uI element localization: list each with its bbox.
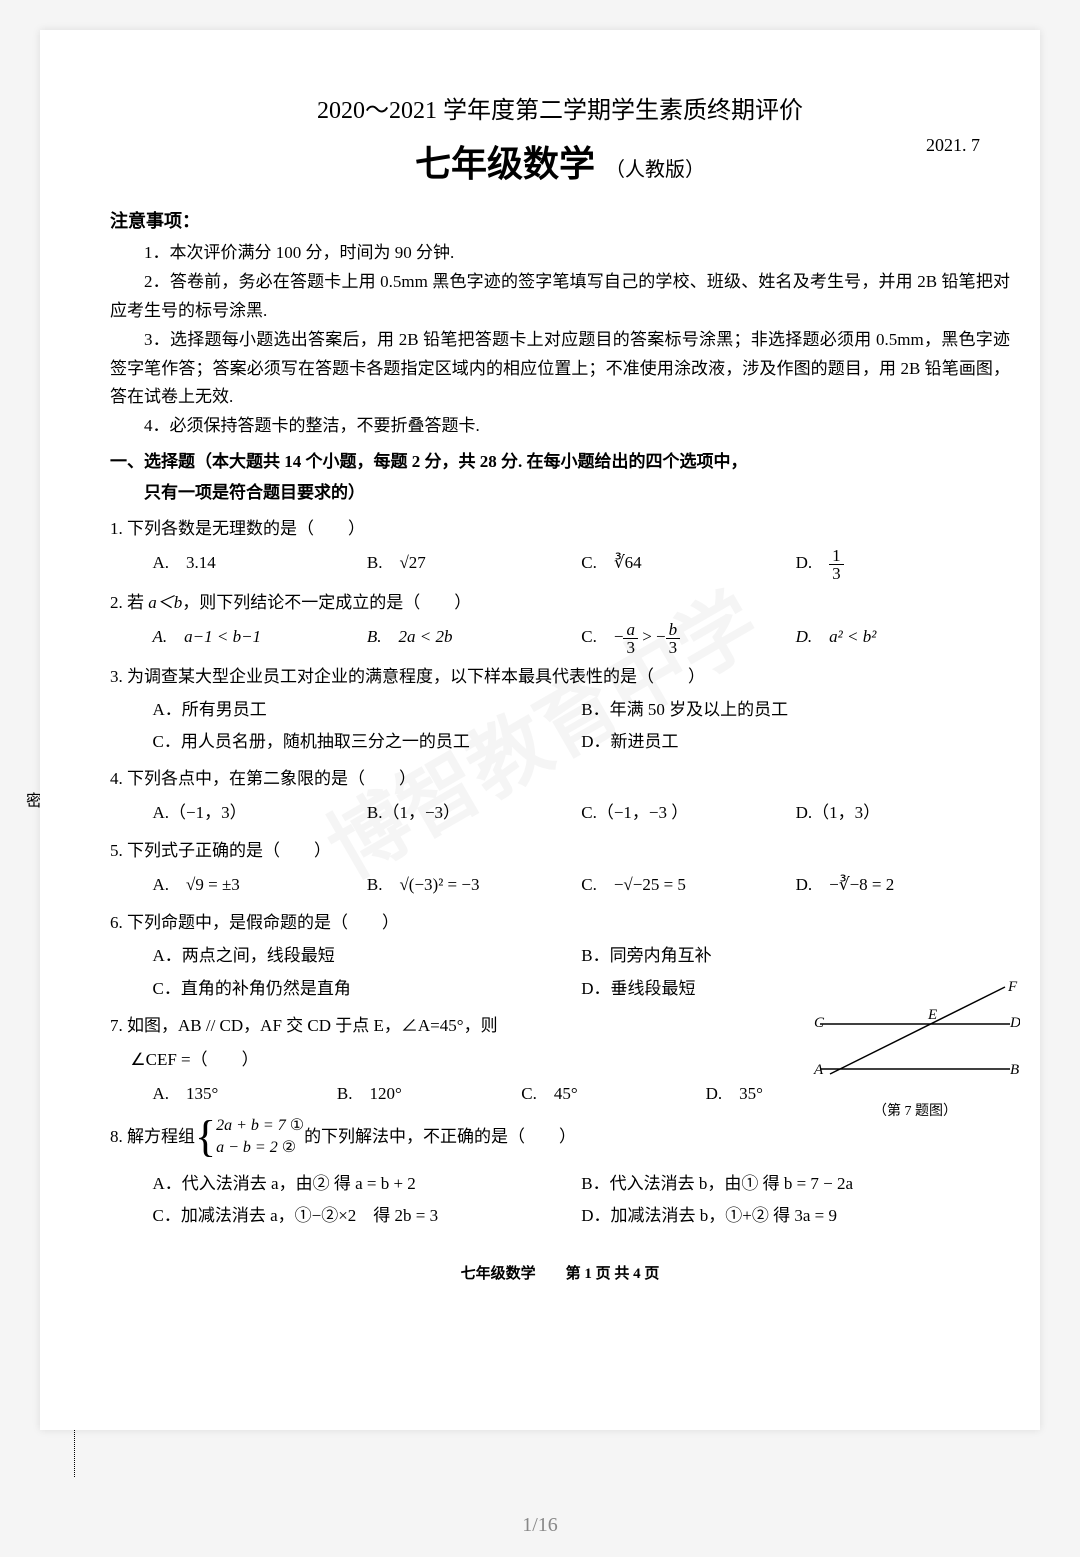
q7-label-D: D	[1009, 1015, 1020, 1031]
q7-diagram-svg: A B C D E F	[810, 979, 1020, 1084]
q7-label-F: F	[1007, 979, 1018, 995]
q7-opt-c: C. 45°	[521, 1077, 705, 1111]
q4-opt-a: A.（−1，3）	[153, 796, 367, 830]
q1-stem: 1. 下列各数是无理数的是（ ）	[110, 512, 1010, 546]
q5-opt-d: D. −∛−8 = 2	[796, 868, 1010, 902]
q3-opt-c: C．用人员名册，随机抽取三分之一的员工	[153, 726, 582, 758]
q1-opt-c-pre: C.	[581, 553, 614, 572]
q4-opt-b: B.（1，−3）	[367, 796, 581, 830]
q8-opt-c: C．加减法消去 a，①−②×2 得 2b = 3	[153, 1200, 582, 1232]
exam-date: 2021. 7	[926, 135, 980, 156]
notice-item-1: 1．本次评价满分 100 分，时间为 90 分钟.	[110, 239, 1010, 268]
section-1-header: 一、选择题（本大题共 14 个小题，每题 2 分，共 28 分. 在每小题给出的…	[110, 447, 1010, 508]
q1-opt-c-math: ∛64	[614, 553, 642, 572]
q7-figure: A B C D E F （第 7 题图）	[810, 979, 1020, 1126]
section-1-sub: 只有一项是符合题目要求的）	[144, 483, 365, 502]
question-2: 2. 若 a＜b，则下列结论不一定成立的是（ ） A. a−1 < b−1 B.…	[110, 586, 1010, 656]
exam-title: 2020～2021 学年度第二学期学生素质终期评价	[110, 90, 1010, 125]
q8-opt-d: D．加减法消去 b，①+② 得 3a = 9	[581, 1200, 1010, 1232]
q2-stem-math: a＜b	[148, 593, 182, 612]
q2-opt-d: D. a² < b²	[796, 620, 1010, 656]
q6-opt-c: C．直角的补角仍然是直角	[153, 973, 582, 1005]
notice-item-3: 3．选择题每小题选出答案后，用 2B 铅笔把答题卡上对应题目的答案标号涂黑；非选…	[110, 326, 1010, 413]
q2-opt-c: C. −a3 > −b3	[581, 620, 795, 656]
q1-opt-d-num: 1	[829, 547, 844, 565]
notice-item-4: 4．必须保持答题卡的整洁，不要折叠答题卡.	[110, 412, 1010, 441]
subject-title: 七年级数学	[415, 135, 595, 187]
q2-c-mid: > −	[638, 627, 666, 646]
q7-label-C: C	[814, 1015, 825, 1031]
q1-opt-b: B. √27	[367, 546, 581, 582]
notice-item-2: 2．答卷前，务必在答题卡上用 0.5mm 黑色字迹的签字笔填写自己的学校、班级、…	[110, 268, 1010, 326]
q8-c2: ②	[282, 1139, 296, 1156]
edition-label: （人教版）	[605, 153, 705, 182]
question-4: 4. 下列各点中，在第二象限的是（ ） A.（−1，3） B.（1，−3） C.…	[110, 762, 1010, 830]
q8-opt-b: B．代入法消去 b，由① 得 b = 7 − 2a	[581, 1168, 1010, 1200]
q2-c-numA: a	[623, 621, 638, 639]
q3-opt-a: A．所有男员工	[153, 694, 582, 726]
q6-opt-b: B．同旁内角互补	[581, 940, 1010, 972]
q2-c-denB: 3	[666, 639, 681, 656]
question-8: 8. 解方程组 { 2a + b = 7 ① a − b = 2 ② 的下列解法…	[110, 1115, 1010, 1232]
q5-opt-a: A. √9 = ±3	[153, 868, 367, 902]
q2-c-numB: b	[666, 621, 681, 639]
q3-opt-b: B．年满 50 岁及以上的员工	[581, 694, 1010, 726]
q2-opt-b: B. 2a < 2b	[367, 620, 581, 656]
q4-opt-d: D.（1，3）	[796, 796, 1010, 830]
question-5: 5. 下列式子正确的是（ ） A. √9 = ±3 B. √(−3)² = −3…	[110, 834, 1010, 902]
q2-c-denA: 3	[623, 639, 638, 656]
q2-stem-pre: 2. 若	[110, 593, 148, 612]
q7-opt-b: B. 120°	[337, 1077, 521, 1111]
q4-stem: 4. 下列各点中，在第二象限的是（ ）	[110, 762, 1010, 796]
q2-opt-a: A. a−1 < b−1	[153, 620, 367, 656]
q7-label-A: A	[813, 1062, 824, 1078]
subtitle-row: 七年级数学 （人教版） 2021. 7	[110, 135, 1010, 187]
section-1-text: 一、选择题（本大题共 14 个小题，每题 2 分，共 28 分. 在每小题给出的…	[110, 452, 748, 471]
page-footer: 七年级数学 第 1 页 共 4 页	[110, 1262, 1010, 1283]
q5-opt-c: C. −√−25 = 5	[581, 868, 795, 902]
q6-stem: 6. 下列命题中，是假命题的是（ ）	[110, 906, 1010, 940]
q7-opt-a: A. 135°	[153, 1077, 337, 1111]
q1-opt-b-pre: B.	[367, 553, 400, 572]
q1-opt-a: A. 3.14	[153, 546, 367, 582]
question-3: 3. 为调查某大型企业员工对企业的满意程度，以下样本最具代表性的是（ ） A．所…	[110, 660, 1010, 759]
question-1: 1. 下列各数是无理数的是（ ） A. 3.14 B. √27 C. ∛64 D…	[110, 512, 1010, 582]
q8-c1: ①	[290, 1117, 304, 1134]
q6-opt-a: A．两点之间，线段最短	[153, 940, 582, 972]
q2-stem-post: ，则下列结论不一定成立的是（ ）	[182, 593, 471, 612]
q5-opt-b: B. √(−3)² = −3	[367, 868, 581, 902]
q7-stem: 7. 如图，AB // CD，AF 交 CD 于点 E，∠A=45°，则	[110, 1009, 730, 1043]
q5-stem: 5. 下列式子正确的是（ ）	[110, 834, 1010, 868]
q8-eq2: a − b = 2	[216, 1139, 278, 1156]
q8-eq1: 2a + b = 7	[216, 1117, 286, 1134]
q2-opt-c-pre: C. −	[581, 627, 623, 646]
q7-stem2: ∠CEF =（ ）	[110, 1043, 730, 1077]
brace-icon: {	[195, 1115, 216, 1159]
question-7: 7. 如图，AB // CD，AF 交 CD 于点 E，∠A=45°，则 ∠CE…	[110, 1009, 1010, 1111]
q3-stem: 3. 为调查某大型企业员工对企业的满意程度，以下样本最具代表性的是（ ）	[110, 660, 1010, 694]
q1-opt-d: D. 13	[796, 546, 1010, 582]
q3-opt-d: D．新进员工	[581, 726, 1010, 758]
q8-opt-a: A．代入法消去 a，由② 得 a = b + 2	[153, 1168, 582, 1200]
q7-label-B: B	[1010, 1062, 1019, 1078]
exam-page: 博智教育中学 2020～2021 学年度第二学期学生素质终期评价 七年级数学 （…	[40, 30, 1040, 1430]
q1-opt-d-pre: D.	[796, 553, 830, 572]
q8-stem-pre: 8. 解方程组	[110, 1120, 195, 1154]
q7-label-E: E	[927, 1007, 937, 1023]
q2-stem: 2. 若 a＜b，则下列结论不一定成立的是（ ）	[110, 586, 1010, 620]
q8-stem-post: 的下列解法中，不正确的是（ ）	[304, 1120, 576, 1154]
q1-opt-c: C. ∛64	[581, 546, 795, 582]
page-number: 1/16	[522, 1514, 558, 1537]
q7-caption: （第 7 题图）	[810, 1098, 1020, 1126]
notice-header: 注意事项：	[110, 207, 1010, 233]
q1-opt-b-math: √27	[399, 553, 425, 572]
q4-opt-c: C.（−1，−3 ）	[581, 796, 795, 830]
q1-opt-d-den: 3	[829, 565, 844, 582]
